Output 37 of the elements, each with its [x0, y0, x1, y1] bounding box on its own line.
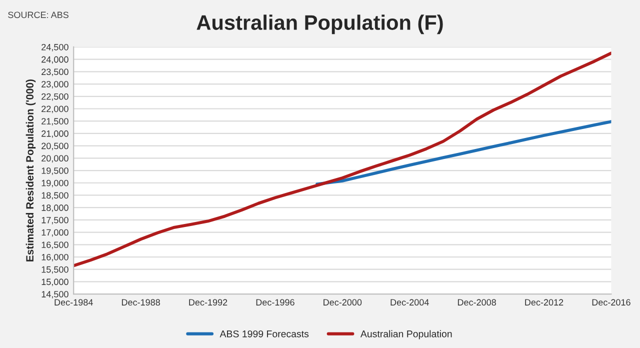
y-tick-label: 18,500 — [42, 192, 68, 200]
y-tick-label: 16,500 — [42, 242, 68, 250]
x-tick-label: Dec-2008 — [458, 299, 496, 306]
x-tick-label: Dec-1996 — [256, 299, 294, 306]
y-tick-label: 23,000 — [42, 81, 68, 88]
y-tick-label: 17,000 — [42, 229, 68, 237]
x-tick-label: Dec-2000 — [324, 299, 362, 306]
y-tick-label: 22,500 — [42, 93, 68, 101]
y-tick-label: 16,000 — [42, 254, 68, 262]
y-tick-label: 24,000 — [42, 56, 68, 64]
source-note: SOURCE: ABS — [8, 12, 68, 18]
chart-title: Australian Population (F) — [196, 14, 443, 34]
x-tick-label: Dec-1992 — [189, 299, 228, 306]
y-axis-title: Estimated Resident Population ('000) — [26, 80, 36, 262]
x-tick-label: Dec-1988 — [122, 299, 160, 306]
y-tick-label: 24,500 — [42, 44, 68, 52]
y-tick-label: 17,500 — [42, 216, 68, 224]
x-tick-label: Dec-2016 — [592, 299, 630, 306]
y-tick-label: 20,500 — [42, 142, 68, 150]
line-series — [74, 52, 612, 268]
y-tick-label: 19,500 — [42, 167, 68, 175]
y-tick-label: 19,000 — [42, 180, 68, 188]
y-tick-label: 22,000 — [42, 106, 68, 114]
y-tick-label: 21,000 — [42, 130, 68, 138]
y-tick-label: 23,500 — [42, 68, 68, 76]
x-tick-label: Dec-2004 — [390, 299, 429, 306]
y-tick-label: 18,000 — [42, 204, 68, 212]
legend-label: ABS 1999 Forecasts — [220, 330, 309, 338]
y-tick-label: 20,000 — [42, 155, 68, 163]
line-series — [316, 120, 612, 186]
y-tick-label: 15,000 — [42, 278, 68, 286]
y-tick-label: 15,500 — [42, 266, 68, 274]
legend-label: Australian Population — [360, 330, 452, 340]
y-tick-label: 21,500 — [42, 118, 68, 126]
x-tick-label: Dec-1984 — [54, 299, 93, 306]
y-tick-label: 14,500 — [42, 291, 68, 298]
x-tick-label: Dec-2012 — [525, 299, 564, 306]
